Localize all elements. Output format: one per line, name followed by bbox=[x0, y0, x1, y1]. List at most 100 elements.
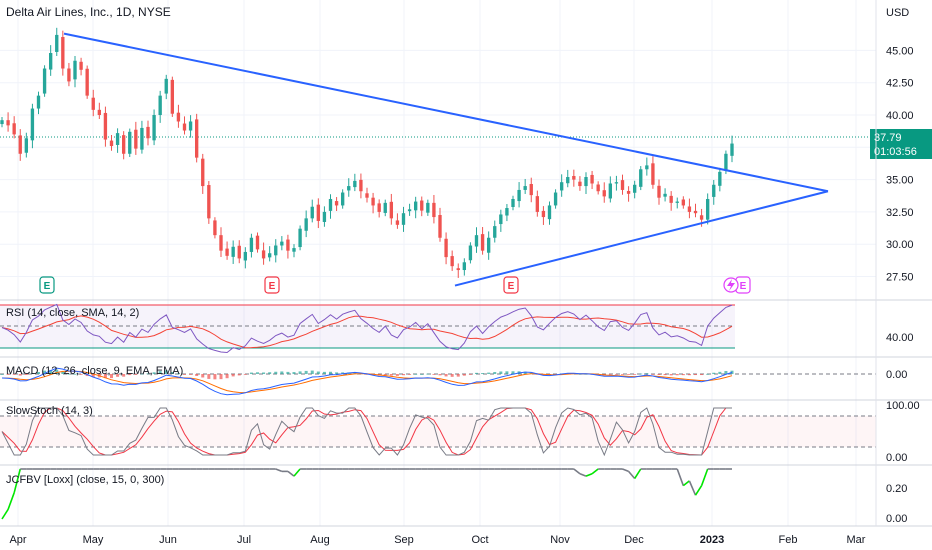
candle-body bbox=[547, 205, 552, 220]
macd-histogram-bar bbox=[608, 374, 612, 375]
trendline[interactable] bbox=[63, 32, 829, 193]
macd-histogram-bar bbox=[49, 369, 53, 374]
macd-histogram-bar bbox=[164, 370, 168, 374]
macd-histogram-bar bbox=[614, 374, 618, 375]
macd-histogram-bar bbox=[487, 372, 491, 374]
candle-body bbox=[596, 184, 600, 192]
macd-histogram-bar bbox=[310, 370, 314, 374]
candle-body bbox=[578, 181, 582, 187]
macd-histogram-bar bbox=[12, 374, 16, 375]
trendlines[interactable] bbox=[63, 32, 829, 287]
candle-body bbox=[97, 109, 102, 116]
macd-histogram-bar bbox=[395, 374, 399, 376]
time-tick-label: Nov bbox=[550, 534, 570, 546]
candle-body bbox=[572, 175, 576, 180]
macd-histogram-bar bbox=[687, 374, 691, 376]
macd-histogram-bar bbox=[24, 374, 28, 376]
macd-histogram-bar bbox=[128, 374, 132, 376]
macd-histogram-bar bbox=[475, 372, 478, 374]
candle-body bbox=[523, 186, 527, 190]
candle-body bbox=[608, 183, 613, 199]
candle-body bbox=[182, 123, 187, 131]
candle-body bbox=[499, 214, 503, 225]
stoch-tick-bottom: 0.00 bbox=[886, 452, 907, 464]
macd-histogram-bar bbox=[213, 374, 217, 380]
candle-body bbox=[164, 78, 168, 94]
macd-histogram-bar bbox=[700, 374, 704, 376]
macd-histogram-bar bbox=[225, 374, 229, 379]
candle-body bbox=[632, 184, 637, 193]
earnings-marker-box bbox=[264, 276, 280, 294]
jcfbv-segment bbox=[591, 468, 599, 475]
rsi-line bbox=[1, 303, 733, 354]
macd-histogram-bar bbox=[450, 374, 454, 377]
jcfbv-tick-bottom: 0.00 bbox=[886, 513, 907, 525]
macd-histogram-bar bbox=[444, 374, 448, 377]
price-tick-label: 30.00 bbox=[886, 239, 914, 251]
candle-body bbox=[158, 95, 162, 116]
stoch-pane[interactable]: SlowStoch (14, 3) 100.00 0.00 bbox=[0, 400, 920, 464]
macd-histogram-bar bbox=[663, 374, 667, 376]
candle-body bbox=[176, 112, 181, 122]
rsi-pane[interactable]: RSI (14, close, SMA, 14, 2) 40.00 bbox=[0, 303, 914, 354]
earnings-marker-label: E bbox=[740, 281, 747, 292]
macd-histogram-bar bbox=[712, 372, 716, 374]
price-tick-label: 32.50 bbox=[886, 207, 914, 219]
macd-histogram-bar bbox=[523, 371, 527, 374]
jcfbv-segment bbox=[293, 468, 301, 477]
time-tick-label: Mar bbox=[847, 534, 866, 546]
time-axis[interactable]: Apr May Jun Jul Aug Sep Oct Nov Dec 2023 Feb Mar bbox=[9, 534, 865, 546]
price-tick-label: 40.00 bbox=[886, 110, 914, 122]
macd-histogram-bar bbox=[462, 374, 466, 376]
earnings-marker[interactable]: E bbox=[503, 276, 519, 294]
price-axis[interactable]: USD 45.0042.5040.0037.5035.0032.5030.002… bbox=[870, 7, 932, 283]
trendline[interactable] bbox=[454, 190, 829, 287]
earnings-marker[interactable]: E bbox=[264, 276, 280, 294]
macd-histogram-bar bbox=[249, 372, 253, 374]
macd-histogram-bar bbox=[170, 372, 174, 374]
candle-body bbox=[407, 209, 412, 212]
macd-histogram-bar bbox=[61, 371, 65, 374]
candle-body bbox=[602, 190, 606, 197]
price-tick-label: 45.00 bbox=[886, 45, 914, 57]
macd-histogram-bar bbox=[79, 374, 83, 375]
candle-body bbox=[620, 180, 625, 190]
macd-histogram-bar bbox=[505, 371, 509, 374]
candle-body bbox=[30, 108, 35, 141]
candle-body bbox=[535, 196, 540, 212]
candle-body bbox=[36, 95, 41, 109]
candle-body bbox=[712, 184, 716, 197]
macd-histogram-bar bbox=[730, 370, 734, 374]
time-tick-label: Sep bbox=[394, 534, 414, 546]
earnings-marker[interactable]: E bbox=[39, 276, 55, 294]
candle-body bbox=[626, 190, 631, 194]
candle-body bbox=[219, 235, 223, 251]
candle-body bbox=[267, 253, 272, 258]
jcfbv-segment bbox=[13, 468, 22, 494]
candle-body bbox=[85, 68, 89, 96]
jcfbv-pane[interactable]: JCFBV [Loxx] (close, 15, 0, 300) 0.20 0.… bbox=[1, 468, 907, 525]
candle-body bbox=[462, 262, 467, 271]
macd-histogram-bar bbox=[402, 374, 405, 376]
macd-line bbox=[1, 367, 733, 396]
macd-histogram-bar bbox=[578, 373, 582, 375]
macd-histogram-bar bbox=[243, 374, 247, 375]
macd-histogram-bar bbox=[73, 373, 77, 375]
candle-body bbox=[553, 192, 558, 206]
macd-histogram-bar bbox=[675, 374, 679, 376]
macd-pane[interactable]: MACD (12, 26, close, 9, EMA, EMA) 0.00 bbox=[0, 365, 907, 396]
last-price-tag: 37.79 bbox=[874, 132, 902, 144]
jcfbv-segment bbox=[7, 492, 15, 510]
dividend-marker[interactable] bbox=[723, 277, 739, 293]
macd-histogram-bar bbox=[639, 373, 643, 375]
macd-histogram-bar bbox=[468, 374, 472, 375]
macd-histogram-bar bbox=[183, 374, 186, 375]
price-tick-label: 35.00 bbox=[886, 175, 914, 187]
macd-histogram-bar bbox=[718, 371, 722, 374]
candle-body bbox=[584, 177, 588, 187]
macd-histogram-bar bbox=[134, 374, 138, 375]
candle-body bbox=[298, 228, 302, 248]
candle-body bbox=[237, 245, 241, 259]
